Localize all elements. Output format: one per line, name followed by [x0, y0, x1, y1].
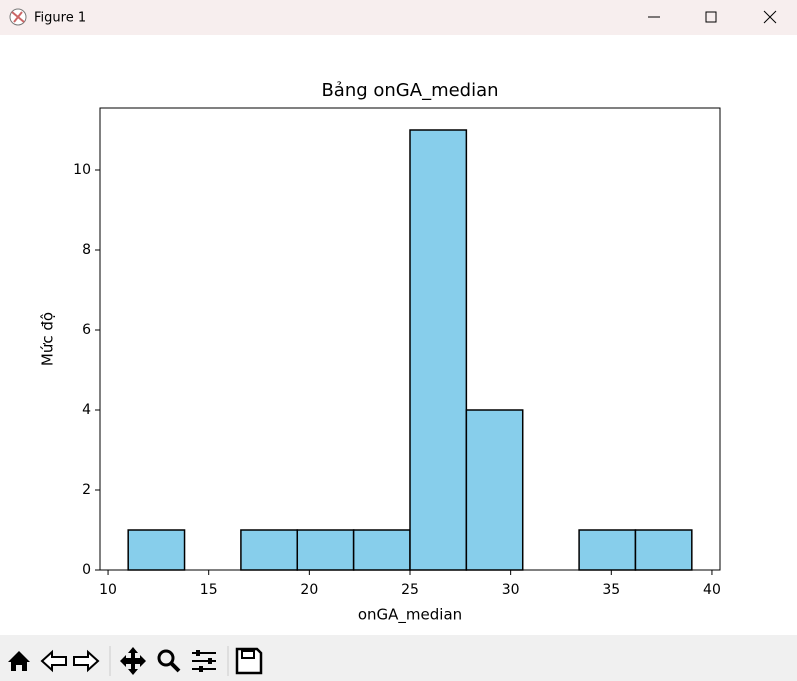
- bar: [127, 529, 186, 571]
- x-tick-label: 35: [602, 582, 620, 598]
- close-button[interactable]: [763, 10, 777, 24]
- x-tick-label: 25: [401, 582, 419, 598]
- bar: [352, 529, 411, 571]
- home-button[interactable]: [8, 651, 30, 671]
- x-tick-label: 40: [703, 582, 721, 598]
- y-axis-label: Mức độ: [39, 312, 57, 366]
- save-icon-part: [241, 650, 255, 659]
- x-tick-label: 30: [502, 582, 520, 598]
- zoom-handle: [169, 661, 181, 673]
- back-button[interactable]: [40, 649, 67, 673]
- bar: [409, 129, 468, 571]
- bar: [465, 409, 524, 571]
- x-tick-label: 15: [200, 582, 218, 598]
- bar: [578, 529, 637, 571]
- x-axis-label: onGA_median: [358, 606, 462, 625]
- zoom-button[interactable]: [157, 649, 175, 667]
- bar: [634, 529, 693, 571]
- y-tick-label: 0: [82, 562, 91, 578]
- plot-area: 10 15 20 25 30 35 40 0 2 4 6 8 10 Bảng onGA_median onG…: [39, 80, 721, 625]
- y-tick-label: 8: [82, 242, 91, 258]
- window-title: Figure 1: [34, 11, 86, 26]
- configure-sliders: [196, 650, 212, 672]
- app-icon-mark: [11, 11, 25, 23]
- y-tick-label: 6: [82, 322, 91, 338]
- y-tick-label: 2: [82, 482, 91, 498]
- bar: [296, 529, 355, 571]
- y-tick-label: 4: [82, 402, 91, 418]
- y-tick-label: 10: [73, 162, 91, 178]
- chart-title: Bảng onGA_median: [321, 80, 498, 101]
- pan-button[interactable]: [120, 647, 146, 675]
- maximize-button[interactable]: [705, 11, 717, 23]
- x-tick-label: 10: [99, 582, 117, 598]
- forward-button[interactable]: [73, 649, 100, 673]
- x-tick-label: 20: [300, 582, 318, 598]
- toolbar: [0, 635, 797, 681]
- save-button[interactable]: [235, 647, 263, 675]
- title-bar: [0, 0, 797, 35]
- bar: [240, 529, 299, 571]
